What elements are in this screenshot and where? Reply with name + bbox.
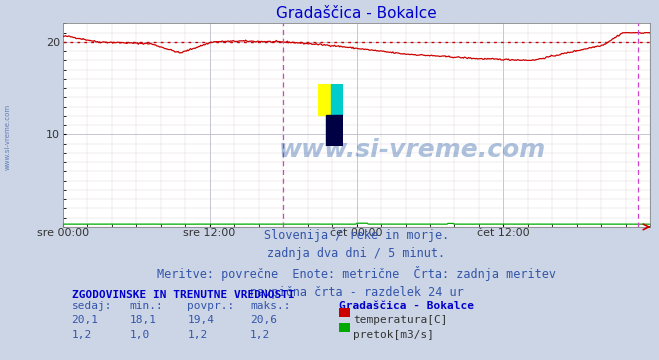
Text: pretok[m3/s]: pretok[m3/s] — [353, 330, 434, 340]
Bar — [339, 307, 350, 317]
Text: www.si-vreme.com: www.si-vreme.com — [279, 138, 546, 162]
Text: Gradaščica - Bokalce: Gradaščica - Bokalce — [339, 301, 474, 311]
Text: sedaj:: sedaj: — [72, 301, 112, 311]
Text: temperatura[C]: temperatura[C] — [353, 315, 448, 325]
Text: 1,0: 1,0 — [130, 330, 150, 340]
Text: min.:: min.: — [130, 301, 163, 311]
Title: Gradaščica - Bokalce: Gradaščica - Bokalce — [276, 6, 437, 21]
Text: 1,2: 1,2 — [250, 330, 270, 340]
Text: Slovenija / reke in morje.
zadnja dva dni / 5 minut.
Meritve: povrečne  Enote: m: Slovenija / reke in morje. zadnja dva dn… — [157, 229, 556, 299]
Text: maks.:: maks.: — [250, 301, 291, 311]
Text: ZGODOVINSKE IN TRENUTNE VREDNOSTI: ZGODOVINSKE IN TRENUTNE VREDNOSTI — [72, 290, 295, 300]
Text: 19,4: 19,4 — [187, 315, 214, 325]
Text: 20,1: 20,1 — [72, 315, 99, 325]
Text: 1,2: 1,2 — [187, 330, 208, 340]
Bar — [339, 323, 350, 332]
Text: www.si-vreme.com: www.si-vreme.com — [5, 104, 11, 170]
Text: povpr.:: povpr.: — [187, 301, 235, 311]
Text: 18,1: 18,1 — [130, 315, 156, 325]
Text: 1,2: 1,2 — [72, 330, 92, 340]
Text: 20,6: 20,6 — [250, 315, 277, 325]
